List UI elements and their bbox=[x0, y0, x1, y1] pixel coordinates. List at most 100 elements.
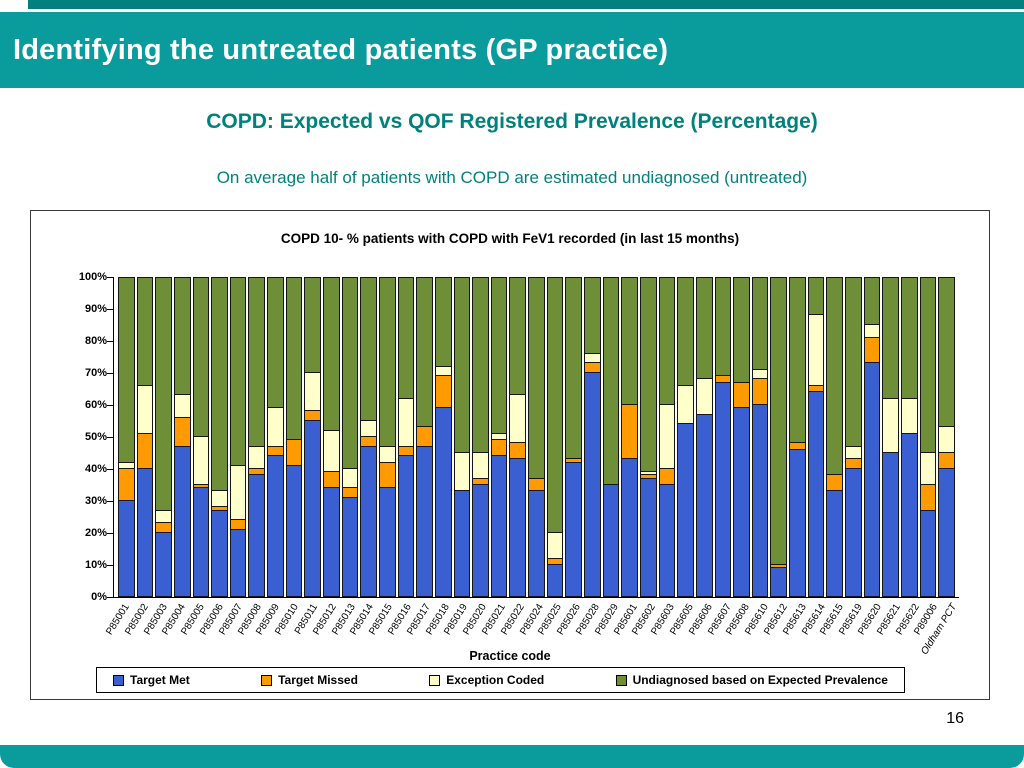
bar-segment bbox=[155, 510, 172, 524]
bar bbox=[229, 277, 247, 597]
bar bbox=[323, 277, 340, 597]
y-tick-mark bbox=[107, 597, 114, 598]
bar-segment bbox=[285, 440, 303, 466]
bar-segment bbox=[341, 497, 359, 597]
bar-segment bbox=[509, 459, 527, 597]
bar-segment bbox=[528, 478, 545, 492]
bar-segment bbox=[323, 472, 340, 489]
bar-segment bbox=[472, 453, 489, 479]
bar-segment bbox=[453, 277, 471, 453]
legend-label: Exception Coded bbox=[446, 673, 545, 687]
bar-segment bbox=[285, 465, 303, 597]
y-tick-label: 60% bbox=[84, 399, 107, 411]
bar-segment bbox=[360, 277, 377, 421]
bar-segment bbox=[863, 363, 881, 597]
bar bbox=[136, 277, 154, 597]
bar-segment bbox=[118, 277, 135, 463]
bar bbox=[733, 277, 750, 597]
chart-title: COPD 10- % patients with COPD with FeV1 … bbox=[280, 231, 740, 246]
bar-segment bbox=[173, 417, 191, 447]
bar-segment bbox=[714, 382, 732, 597]
bar-segment bbox=[677, 424, 694, 597]
bar-segment bbox=[919, 510, 937, 597]
bars-container bbox=[114, 277, 959, 597]
bar-segment bbox=[733, 277, 750, 383]
bar-segment bbox=[434, 376, 452, 409]
bar-segment bbox=[453, 453, 471, 492]
slide-header: Identifying the untreated patients (GP p… bbox=[0, 12, 1024, 88]
bar-segment bbox=[602, 485, 620, 597]
bar-segment bbox=[751, 369, 769, 380]
bar-segment bbox=[267, 446, 284, 457]
bar-segment bbox=[639, 472, 657, 476]
bottom-accent-bar bbox=[0, 745, 1024, 768]
bar bbox=[192, 277, 210, 597]
bar-segment bbox=[397, 277, 415, 399]
bar-segment bbox=[453, 491, 471, 597]
bar-segment bbox=[900, 277, 918, 399]
bar-segment bbox=[938, 427, 955, 453]
bar-segment bbox=[807, 392, 825, 597]
bar-segment bbox=[546, 533, 564, 559]
bar-segment bbox=[155, 532, 172, 597]
bar bbox=[397, 277, 415, 597]
bar-segment bbox=[416, 277, 433, 428]
bar-segment bbox=[136, 385, 154, 434]
bar-segment bbox=[173, 446, 191, 597]
bar-segment bbox=[248, 475, 266, 597]
bar-segment bbox=[472, 277, 489, 453]
bar-segment bbox=[807, 315, 825, 386]
bar bbox=[677, 277, 694, 597]
bar bbox=[472, 277, 489, 597]
bar-segment bbox=[304, 411, 322, 421]
bar-segment bbox=[229, 520, 247, 530]
bar-segment bbox=[677, 385, 694, 425]
legend-item: Undiagnosed based on Expected Prevalence bbox=[615, 673, 888, 687]
bar-segment bbox=[844, 459, 862, 469]
bar-segment bbox=[192, 485, 210, 489]
bar-segment bbox=[136, 433, 154, 469]
legend-swatch bbox=[113, 674, 124, 686]
y-tick-label: 50% bbox=[84, 431, 107, 443]
bar-segment bbox=[397, 398, 415, 447]
legend-label: Undiagnosed based on Expected Prevalence bbox=[632, 673, 888, 687]
bar-segment bbox=[770, 277, 788, 565]
bar-segment bbox=[304, 277, 322, 373]
bar-segment bbox=[248, 446, 266, 469]
bar-segment bbox=[826, 475, 843, 492]
bar-segment bbox=[621, 277, 638, 405]
bar-segment bbox=[863, 337, 881, 364]
y-tick-label: 20% bbox=[84, 527, 107, 539]
bar-segment bbox=[770, 568, 788, 597]
bar-segment bbox=[639, 475, 657, 479]
bar-segment bbox=[490, 456, 508, 597]
bar-segment bbox=[472, 484, 489, 597]
bar-segment bbox=[900, 433, 918, 597]
y-tick-label: 100% bbox=[78, 271, 107, 283]
bar bbox=[118, 277, 135, 597]
bar bbox=[434, 277, 452, 597]
bar-segment bbox=[155, 277, 172, 511]
bar-segment bbox=[229, 465, 247, 521]
bar bbox=[584, 277, 601, 597]
bar-segment bbox=[118, 462, 135, 469]
bar-segment bbox=[789, 449, 806, 597]
bar-segment bbox=[416, 427, 433, 447]
bar-segment bbox=[584, 353, 601, 364]
bar-segment bbox=[565, 462, 583, 597]
bar-segment bbox=[248, 468, 266, 476]
bar bbox=[341, 277, 359, 597]
bar bbox=[360, 277, 377, 597]
bar-segment bbox=[770, 565, 788, 569]
bar-segment bbox=[938, 452, 955, 469]
bar bbox=[546, 277, 564, 597]
bar-segment bbox=[192, 277, 210, 437]
bar-segment bbox=[584, 363, 601, 373]
bar-segment bbox=[397, 446, 415, 457]
bar-segment bbox=[304, 373, 322, 412]
x-axis-labels: P85001 P85002 P85003 P85004 P85005 P85006 P850… bbox=[104, 598, 959, 657]
bar bbox=[900, 277, 918, 597]
page-number: 16 bbox=[946, 710, 964, 727]
bar-segment bbox=[323, 277, 340, 431]
bar-segment bbox=[323, 488, 340, 597]
